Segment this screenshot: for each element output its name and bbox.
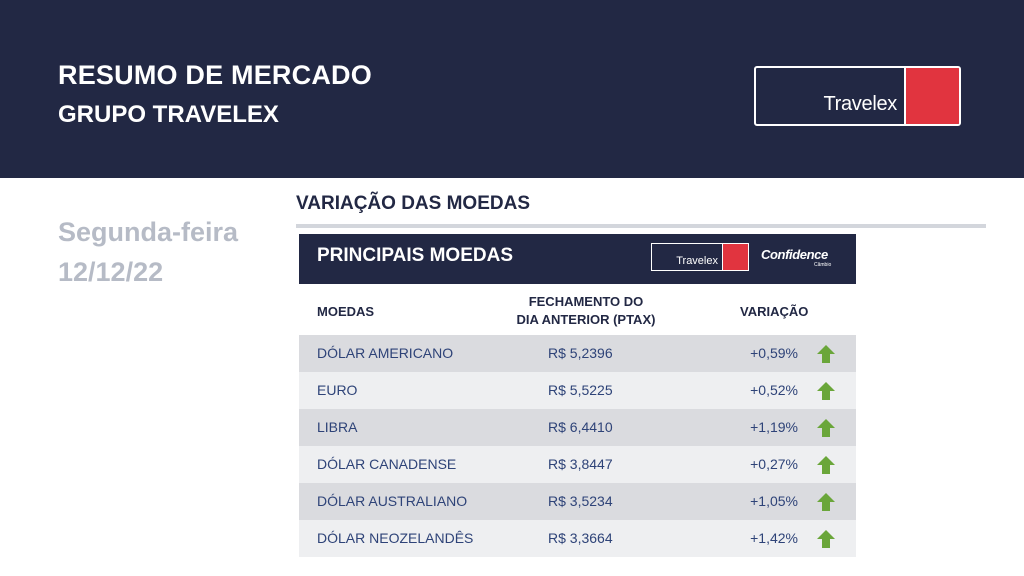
- column-header-close-line1: FECHAMENTO DO: [528, 294, 644, 309]
- date-label: 12/12/22: [58, 257, 164, 287]
- currency-name: LIBRA: [317, 419, 358, 435]
- variation-value: +0,59%: [750, 345, 798, 361]
- currency-name: DÓLAR NEOZELANDÊS: [317, 530, 474, 546]
- date-block: Segunda-feira 12/12/22: [58, 212, 238, 292]
- close-value: R$ 3,3664: [548, 530, 613, 546]
- travelex-logo: Travelex: [754, 66, 961, 126]
- travelex-small-logo-text: Travelex: [676, 255, 718, 267]
- page-subtitle: GRUPO TRAVELEX: [58, 101, 279, 128]
- up-arrow-icon: [817, 530, 835, 548]
- weekday-label: Segunda-feira: [58, 217, 239, 247]
- up-arrow-icon: [817, 419, 835, 437]
- confidence-logo-sub: Câmbio: [814, 262, 832, 268]
- table-row: DÓLAR AMERICANO R$ 5,2396 +0,59%: [299, 335, 856, 372]
- variation-value: +0,27%: [750, 456, 798, 472]
- travelex-logo-text: Travelex: [823, 93, 897, 115]
- table-row: DÓLAR CANADENSE R$ 3,8447 +0,27%: [299, 446, 856, 483]
- section-title: VARIAÇÃO DAS MOEDAS: [296, 193, 530, 214]
- close-value: R$ 3,8447: [548, 456, 613, 472]
- column-header-currency: MOEDAS: [317, 304, 375, 319]
- confidence-logo: Confidence: [761, 247, 828, 262]
- table-row: DÓLAR NEOZELANDÊS R$ 3,3664 +1,42%: [299, 520, 856, 557]
- section-divider: [296, 224, 986, 228]
- column-header-close-line2: DIA ANTERIOR (PTAX): [516, 312, 656, 327]
- close-value: R$ 5,5225: [548, 382, 613, 398]
- currency-name: DÓLAR AUSTRALIANO: [317, 493, 468, 509]
- close-value: R$ 6,4410: [548, 419, 613, 435]
- travelex-small-logo: Travelex: [651, 243, 749, 271]
- variation-value: +1,05%: [750, 493, 798, 509]
- up-arrow-icon: [817, 345, 835, 363]
- currency-name: DÓLAR AMERICANO: [317, 345, 454, 361]
- up-arrow-icon: [817, 456, 835, 474]
- travelex-small-logo-red-block: [722, 244, 748, 270]
- close-value: R$ 5,2396: [548, 345, 613, 361]
- table-row: LIBRA R$ 6,4410 +1,19%: [299, 409, 856, 446]
- up-arrow-icon: [817, 382, 835, 400]
- column-header-close: FECHAMENTO DO DIA ANTERIOR (PTAX): [496, 293, 676, 329]
- page-title: RESUMO DE MERCADO: [58, 60, 372, 90]
- up-arrow-icon: [817, 493, 835, 511]
- close-value: R$ 3,5234: [548, 493, 613, 509]
- currency-name: EURO: [317, 382, 358, 398]
- header-banner: RESUMO DE MERCADO GRUPO TRAVELEX Travele…: [0, 0, 1024, 178]
- variation-value: +0,52%: [750, 382, 798, 398]
- travelex-logo-red-block: [904, 68, 959, 124]
- column-header-variation: VARIAÇÃO: [740, 304, 809, 319]
- currency-table: DÓLAR AMERICANO R$ 5,2396 +0,59% EURO R$…: [299, 335, 856, 557]
- card-header: PRINCIPAIS MOEDAS Travelex Confidence Câ…: [299, 234, 856, 284]
- currency-name: DÓLAR CANADENSE: [317, 456, 457, 472]
- variation-value: +1,19%: [750, 419, 798, 435]
- variation-value: +1,42%: [750, 530, 798, 546]
- card-title: PRINCIPAIS MOEDAS: [317, 245, 514, 266]
- table-row: DÓLAR AUSTRALIANO R$ 3,5234 +1,05%: [299, 483, 856, 520]
- table-row: EURO R$ 5,5225 +0,52%: [299, 372, 856, 409]
